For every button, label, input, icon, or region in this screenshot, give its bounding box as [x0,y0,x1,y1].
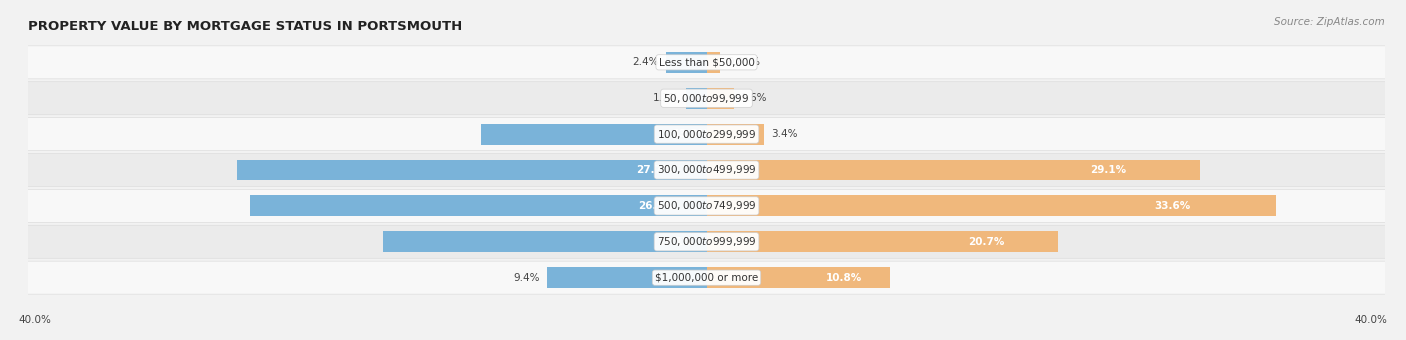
Bar [686,88,707,109]
Bar [707,231,1057,252]
Text: $300,000 to $499,999: $300,000 to $499,999 [657,164,756,176]
Bar [236,159,707,181]
Bar [707,52,720,73]
Bar [707,267,890,288]
FancyBboxPatch shape [20,153,1393,187]
Text: 1.6%: 1.6% [741,93,766,103]
Text: 33.6%: 33.6% [1154,201,1191,211]
FancyBboxPatch shape [20,46,1393,79]
Text: 0.81%: 0.81% [727,57,761,67]
Text: 40.0%: 40.0% [18,314,51,325]
Text: $1,000,000 or more: $1,000,000 or more [655,273,758,283]
Bar [481,124,707,144]
Bar [707,88,734,109]
Bar [707,124,765,144]
Text: $100,000 to $299,999: $100,000 to $299,999 [657,128,756,141]
Text: 29.1%: 29.1% [1090,165,1126,175]
FancyBboxPatch shape [20,82,1393,115]
FancyBboxPatch shape [20,118,1393,151]
Bar [250,195,707,216]
Bar [666,52,707,73]
Text: $500,000 to $749,999: $500,000 to $749,999 [657,199,756,212]
Text: 26.9%: 26.9% [638,201,675,211]
Text: 20.7%: 20.7% [969,237,1005,247]
Text: 10.8%: 10.8% [825,273,862,283]
Text: $750,000 to $999,999: $750,000 to $999,999 [657,235,756,248]
Text: 3.4%: 3.4% [770,129,797,139]
Text: Source: ZipAtlas.com: Source: ZipAtlas.com [1274,17,1385,27]
Text: 9.4%: 9.4% [513,273,540,283]
FancyBboxPatch shape [20,189,1393,222]
Bar [382,231,707,252]
Text: 1.2%: 1.2% [652,93,679,103]
Text: 40.0%: 40.0% [1355,314,1388,325]
Text: Less than $50,000: Less than $50,000 [658,57,755,67]
Text: $50,000 to $99,999: $50,000 to $99,999 [664,92,749,105]
Text: 2.4%: 2.4% [633,57,659,67]
Bar [547,267,707,288]
Bar [707,159,1201,181]
Text: 27.7%: 27.7% [636,165,672,175]
FancyBboxPatch shape [20,261,1393,294]
Text: 13.3%: 13.3% [672,129,709,139]
Text: 19.1%: 19.1% [658,237,695,247]
Text: PROPERTY VALUE BY MORTGAGE STATUS IN PORTSMOUTH: PROPERTY VALUE BY MORTGAGE STATUS IN POR… [28,20,463,33]
FancyBboxPatch shape [20,225,1393,258]
Bar [707,195,1277,216]
